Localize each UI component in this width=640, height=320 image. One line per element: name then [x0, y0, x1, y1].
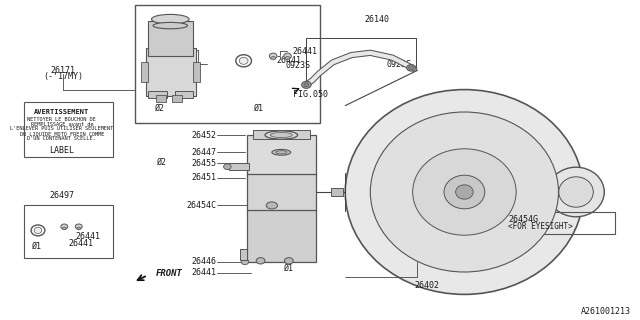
Text: FIG.050: FIG.050: [293, 90, 328, 99]
Text: 26497: 26497: [49, 191, 74, 200]
Text: 26467: 26467: [463, 195, 488, 204]
Bar: [141, 62, 148, 82]
Ellipse shape: [34, 227, 42, 234]
Text: (-’17MY): (-’17MY): [43, 72, 83, 81]
Text: 26446: 26446: [192, 257, 217, 266]
Bar: [175, 91, 193, 98]
Text: A261001213: A261001213: [580, 308, 630, 316]
Text: Ø2: Ø2: [157, 157, 166, 166]
Bar: [135, 5, 320, 123]
Ellipse shape: [284, 53, 291, 59]
Text: 26140: 26140: [364, 15, 389, 24]
Text: 26441: 26441: [292, 47, 317, 56]
Ellipse shape: [301, 81, 311, 88]
Ellipse shape: [408, 66, 413, 70]
Ellipse shape: [76, 224, 82, 229]
Text: 26441: 26441: [276, 56, 301, 65]
Text: Ø1: Ø1: [32, 242, 42, 251]
Ellipse shape: [284, 258, 293, 264]
Bar: [247, 135, 316, 177]
Text: 26449: 26449: [157, 45, 182, 54]
Ellipse shape: [241, 259, 249, 265]
Ellipse shape: [406, 65, 415, 71]
Ellipse shape: [276, 151, 287, 154]
Text: 26451: 26451: [192, 173, 217, 182]
Text: 0923S: 0923S: [285, 61, 310, 70]
Ellipse shape: [61, 224, 68, 229]
Ellipse shape: [456, 185, 473, 199]
Bar: [193, 62, 200, 82]
Ellipse shape: [548, 167, 604, 217]
Bar: [24, 102, 113, 157]
Text: 26447: 26447: [192, 148, 217, 157]
Text: NETTOYER LE BOUCHON DE: NETTOYER LE BOUCHON DE: [28, 117, 96, 122]
Ellipse shape: [559, 177, 593, 207]
Text: D'UN CONTENANT SCELLÉ.: D'UN CONTENANT SCELLÉ.: [28, 136, 96, 141]
Text: DU LIQUIDE MOTO FREIN COMME: DU LIQUIDE MOTO FREIN COMME: [20, 131, 104, 136]
Text: L'ENLEVER PUIS UTILISER SEULEMENT: L'ENLEVER PUIS UTILISER SEULEMENT: [10, 126, 113, 132]
Ellipse shape: [266, 202, 278, 209]
Text: <FOR EYESIGHT>: <FOR EYESIGHT>: [508, 222, 573, 231]
Text: 26454G: 26454G: [508, 215, 538, 224]
Text: Ø2: Ø2: [156, 104, 165, 113]
Ellipse shape: [152, 14, 189, 24]
Text: Ø1: Ø1: [284, 263, 294, 272]
Ellipse shape: [304, 83, 309, 87]
Text: 26402: 26402: [414, 281, 439, 290]
Ellipse shape: [256, 258, 265, 264]
Ellipse shape: [444, 175, 484, 209]
Text: 26441: 26441: [192, 268, 217, 277]
Ellipse shape: [270, 132, 292, 138]
Text: AVERTISSEMENT: AVERTISSEMENT: [34, 109, 90, 115]
Bar: [247, 210, 316, 262]
Bar: [253, 130, 310, 139]
Bar: [172, 95, 182, 102]
Bar: [332, 188, 343, 196]
Ellipse shape: [345, 90, 584, 294]
Text: 26441: 26441: [276, 256, 301, 265]
Bar: [156, 95, 166, 102]
Bar: [148, 21, 193, 56]
Text: Ø1: Ø1: [254, 104, 264, 113]
Ellipse shape: [413, 149, 516, 235]
Ellipse shape: [285, 57, 290, 60]
Bar: [24, 205, 113, 258]
Text: 26441: 26441: [76, 232, 100, 241]
Text: 0923S: 0923S: [386, 60, 411, 68]
Text: FRONT: FRONT: [156, 269, 183, 278]
Text: 26454C: 26454C: [187, 201, 217, 210]
Ellipse shape: [265, 131, 298, 139]
Ellipse shape: [272, 149, 291, 155]
Text: 26441: 26441: [68, 239, 93, 248]
Bar: [240, 249, 248, 260]
Text: LABEL: LABEL: [49, 146, 74, 155]
Text: REMPLISSAGE avant de: REMPLISSAGE avant de: [31, 122, 93, 127]
Bar: [229, 163, 250, 170]
Ellipse shape: [271, 57, 276, 60]
Ellipse shape: [239, 57, 248, 64]
Bar: [247, 174, 316, 211]
Bar: [468, 212, 615, 234]
Bar: [146, 48, 196, 96]
Text: 26171: 26171: [51, 66, 76, 75]
Bar: [148, 91, 166, 98]
Ellipse shape: [153, 22, 188, 29]
Ellipse shape: [371, 112, 559, 272]
Text: 26452: 26452: [192, 131, 217, 140]
Ellipse shape: [63, 227, 66, 230]
Ellipse shape: [223, 164, 231, 170]
Ellipse shape: [269, 53, 277, 59]
Ellipse shape: [77, 227, 81, 230]
Text: 26455: 26455: [192, 159, 217, 168]
